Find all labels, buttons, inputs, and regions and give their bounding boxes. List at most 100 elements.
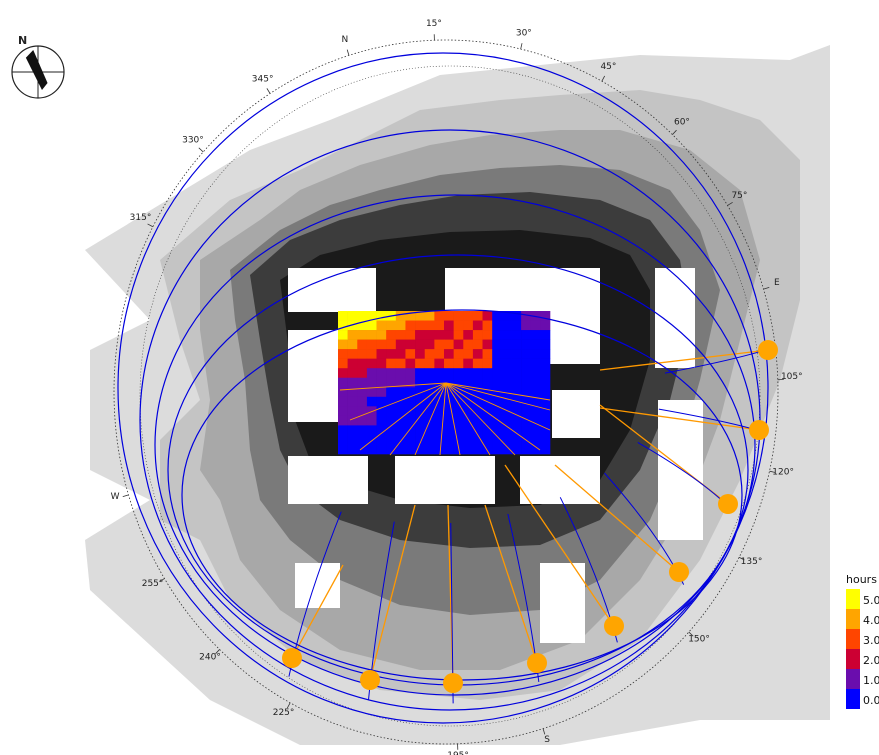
sun-icon [360, 670, 380, 690]
sun-hours-heatmap [338, 311, 551, 455]
heatmap-cell [347, 387, 358, 398]
heatmap-cell [347, 320, 358, 331]
heatmap-cell [492, 444, 503, 455]
heatmap-cell [338, 406, 348, 417]
heatmap-cell [530, 377, 541, 388]
heatmap-cell [395, 425, 406, 436]
heatmap-cell [501, 339, 512, 350]
heatmap-cell [463, 425, 474, 436]
heatmap-cell [424, 387, 435, 398]
dial-tick [520, 43, 523, 50]
dial-label: 315° [130, 213, 152, 223]
sun-ray [445, 382, 551, 411]
heatmap-cell [492, 425, 503, 436]
heatmap-cell [540, 320, 551, 331]
heatmap-cell [530, 406, 541, 417]
heatmap-cell [530, 434, 541, 445]
heatmap-cell [405, 358, 416, 369]
heatmap-cell [405, 320, 416, 331]
heatmap-cell [415, 330, 426, 340]
heatmap-cell [501, 368, 512, 379]
heatmap-cell [405, 444, 416, 455]
legend-swatch [846, 649, 860, 669]
heatmap-cell [434, 415, 445, 426]
dial-label: 15° [426, 19, 442, 29]
heatmap-cell [463, 415, 474, 426]
heatmap-cell [424, 444, 435, 455]
heatmap-cell [530, 368, 541, 379]
heatmap-cell [424, 434, 435, 445]
heatmap-cell [415, 387, 426, 398]
heatmap-cell [444, 396, 454, 407]
heatmap-cell [521, 396, 532, 407]
heatmap-cell [472, 387, 483, 398]
heatmap-cell [530, 387, 541, 398]
sun-icon [527, 653, 547, 673]
heatmap-cell [347, 349, 358, 359]
dial-label: 45° [600, 62, 616, 72]
buildings [288, 268, 703, 643]
heatmap-cell [472, 320, 483, 331]
heatmap-cell [338, 444, 348, 455]
heatmap-cell [540, 396, 551, 407]
heatmap-cell [511, 349, 522, 359]
heatmap-cell [501, 425, 512, 436]
heatmap-cell [492, 396, 503, 407]
heatmap-cell [472, 330, 483, 340]
heatmap-cell [357, 415, 368, 426]
heatmap-cell [415, 349, 426, 359]
heatmap-cell [453, 425, 464, 436]
heatmap-cell [338, 339, 348, 350]
heatmap-cell [405, 425, 416, 436]
dial-tick [122, 494, 129, 498]
heatmap-cell [424, 311, 435, 321]
heatmap-cell [395, 396, 406, 407]
legend-swatch [846, 689, 860, 709]
heatmap-cell [424, 358, 435, 369]
heatmap-cell [463, 434, 474, 445]
heatmap-cell [424, 330, 435, 340]
dial-tick [266, 88, 271, 94]
heatmap-cell [347, 415, 358, 426]
heatmap-cell [501, 387, 512, 398]
heatmap-cell [444, 339, 454, 350]
heatmap-cell [482, 311, 493, 321]
heatmap-cell [540, 434, 551, 445]
dial-label: 255° [142, 579, 164, 589]
building-block [295, 563, 340, 608]
heatmap-cell [530, 358, 541, 369]
heatmap-cell [395, 415, 406, 426]
heatmap-cell [434, 434, 445, 445]
heatmap-cell [540, 368, 551, 379]
heatmap-cell [395, 320, 406, 331]
heatmap-cell [338, 415, 348, 426]
dial-tick [542, 728, 546, 735]
heatmap-cell [453, 349, 464, 359]
heatmap-cell [540, 339, 551, 350]
heatmap-cell [415, 425, 426, 436]
sun-path-arc [117, 52, 769, 724]
heatmap-cell [415, 339, 426, 350]
dial-tick [672, 129, 677, 135]
heatmap-cell [366, 415, 377, 426]
dial-label: 135° [741, 557, 763, 567]
compass-rose: N [11, 34, 65, 99]
heatmap-cell [472, 311, 483, 321]
heatmap-cell [415, 444, 426, 455]
heatmap-cell [415, 377, 426, 388]
sun-path-dial: N 15° 30° 45° 60° 75° E 105° 120° 135° 150° S 195° 22… [111, 19, 803, 755]
heatmap-cell [482, 349, 493, 359]
dial-label: E [774, 278, 780, 288]
heatmap-cell [540, 387, 551, 398]
heatmap-cell [376, 444, 387, 455]
heatmap-cell [376, 415, 387, 426]
heatmap-cell [521, 406, 532, 417]
heatmap-cell [492, 330, 503, 340]
sun-ray [439, 382, 447, 456]
heatmap-cell [338, 425, 348, 436]
compass-north-label: N [18, 34, 27, 47]
heatmap-cell [472, 349, 483, 359]
dial-label: 240° [199, 653, 221, 663]
dial-label: 150° [688, 635, 710, 645]
heatmap-cell [463, 368, 474, 379]
